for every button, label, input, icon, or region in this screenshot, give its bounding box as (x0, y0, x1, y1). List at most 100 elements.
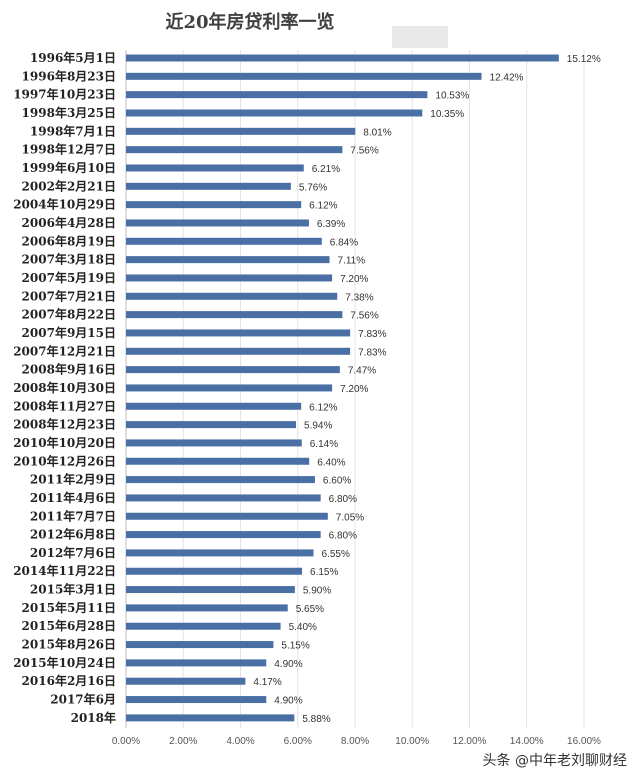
bar (126, 127, 356, 135)
category-label: 2012年7月6日 (30, 545, 116, 560)
bar (126, 109, 423, 117)
data-label: 4.17% (253, 677, 281, 688)
data-label: 6.55% (321, 549, 349, 560)
category-label: 2008年10月30日 (13, 380, 116, 395)
data-label: 6.12% (309, 402, 337, 413)
data-label: 6.15% (310, 567, 338, 578)
data-label: 7.38% (345, 292, 373, 303)
bar (126, 91, 428, 99)
x-tick-label: 12.00% (453, 736, 487, 747)
bar (126, 476, 315, 484)
x-tick-label: 6.00% (284, 736, 312, 747)
watermark-text: 头条 @中年老刘聊财经 (482, 753, 627, 769)
category-label: 1999年6月10日 (22, 160, 116, 175)
category-label: 2006年8月19日 (22, 233, 116, 248)
category-label: 2004年10月29日 (13, 197, 116, 212)
bar (126, 622, 281, 630)
category-label: 2002年2月21日 (22, 178, 116, 193)
category-label: 2015年5月11日 (22, 600, 116, 615)
bar (126, 219, 309, 227)
data-label: 5.40% (289, 622, 317, 633)
bar (126, 164, 304, 172)
category-label: 2008年9月16日 (22, 362, 116, 377)
data-label: 5.76% (299, 182, 327, 193)
category-label: 2007年8月22日 (22, 307, 116, 322)
category-label: 2015年10月24日 (13, 655, 116, 670)
data-label: 12.42% (490, 72, 524, 83)
x-tick-label: 10.00% (395, 736, 429, 747)
data-label: 6.84% (330, 237, 358, 248)
watermark: 头条 @中年老刘聊财经 (483, 750, 627, 770)
category-label: 2015年6月28日 (22, 618, 116, 633)
x-tick-label: 4.00% (226, 736, 254, 747)
bar (126, 237, 322, 245)
bar (126, 201, 302, 209)
category-label: 2010年10月20日 (13, 435, 116, 450)
data-label: 6.60% (323, 476, 351, 487)
category-label: 1996年5月1日 (30, 50, 116, 65)
bar (126, 677, 246, 685)
bar (126, 421, 297, 429)
category-label: 1998年7月1日 (30, 123, 116, 138)
category-label: 2007年3月18日 (22, 252, 116, 267)
data-label: 7.56% (350, 311, 378, 322)
bar (126, 714, 295, 722)
data-label: 5.65% (296, 604, 324, 615)
category-label: 1998年3月25日 (22, 105, 116, 120)
category-label: 2011年4月6日 (30, 490, 116, 505)
category-label: 1998年12月7日 (22, 142, 116, 157)
bar (126, 402, 302, 410)
category-label: 1997年10月23日 (13, 87, 116, 102)
category-label: 2017年6月 (50, 692, 116, 707)
label-layer: 1996年5月1日 15.12% 1996年8月23日 12.42% 1997年10月2… (13, 50, 601, 725)
x-tick-label: 0.00% (112, 736, 140, 747)
bar (126, 256, 330, 264)
category-label: 2008年12月23日 (13, 417, 116, 432)
category-label: 2018年 (71, 710, 116, 725)
category-label: 2007年5月19日 (22, 270, 116, 285)
data-label: 6.80% (329, 494, 357, 505)
category-label: 2011年2月9日 (30, 472, 116, 487)
bar (126, 659, 267, 667)
category-label: 2011年7月7日 (30, 508, 116, 523)
data-label: 4.90% (274, 659, 302, 670)
bar (126, 274, 333, 282)
x-tick-label: 16.00% (567, 736, 601, 747)
data-label: 10.53% (435, 91, 469, 102)
category-label: 2007年9月15日 (22, 325, 116, 340)
data-label: 8.01% (363, 127, 391, 138)
data-label: 10.35% (430, 109, 464, 120)
bar (126, 641, 274, 649)
data-label: 6.80% (329, 531, 357, 542)
bar (126, 549, 314, 557)
data-label: 6.39% (317, 219, 345, 230)
bar (126, 366, 340, 374)
category-label: 2014年11月22日 (13, 563, 116, 578)
bar (126, 54, 559, 62)
data-label: 15.12% (567, 54, 601, 65)
category-label: 2010年12月26日 (13, 453, 116, 468)
bar (126, 531, 321, 539)
x-tick-label: 2.00% (169, 736, 197, 747)
data-label: 5.94% (304, 421, 332, 432)
tick-layer: 0.00% 2.00% 4.00% 6.00% 8.00% 10.00% 12.00% 14.… (112, 736, 601, 747)
category-label: 2008年11月27日 (13, 398, 116, 413)
data-label: 7.05% (336, 512, 364, 523)
data-label: 5.90% (303, 586, 331, 597)
data-label: 7.11% (338, 256, 366, 267)
data-label: 7.20% (340, 274, 368, 285)
bar (126, 182, 291, 190)
data-label: 7.83% (358, 329, 386, 340)
category-label: 2006年4月28日 (22, 215, 116, 230)
category-label: 2015年8月26日 (22, 637, 116, 652)
bar (126, 457, 310, 465)
bar (126, 329, 351, 337)
bar (126, 72, 482, 80)
grid-layer (125, 50, 585, 728)
bar (126, 146, 343, 154)
x-tick-label: 8.00% (341, 736, 369, 747)
data-label: 6.21% (312, 164, 340, 175)
category-label: 2007年7月21日 (22, 288, 116, 303)
bar (126, 311, 343, 319)
